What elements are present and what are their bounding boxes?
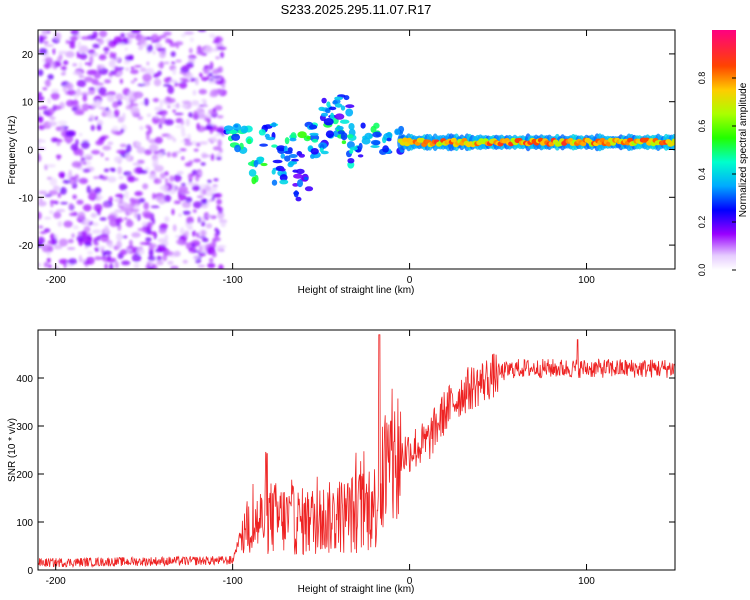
spectrogram-xtick-label: 100: [578, 275, 595, 286]
colorbar-tick-label: 0.0: [697, 264, 707, 277]
snr-series-line: [38, 334, 675, 568]
snr-xtick-label: -100: [223, 576, 243, 587]
snr-ytick-label: 400: [16, 374, 33, 385]
spectrogram-ytick-label: 20: [22, 50, 34, 61]
colorbar-ticks: 0.0 0.2 0.4 0.6 0.8: [697, 72, 736, 277]
colorbar-label: Normalized spectral amplitude: [738, 82, 749, 217]
colorbar-tick-label: 0.6: [697, 120, 707, 133]
spectrogram-ytick-label: 10: [22, 98, 34, 109]
spectrogram-ytick-label: -10: [19, 193, 34, 204]
snr-ytick-label: 200: [16, 470, 33, 481]
spectrogram-ytick-label: 0: [27, 146, 33, 157]
chart-title: S233.2025.295.11.07.R17: [281, 2, 432, 17]
snr-xtick-label: -200: [46, 576, 66, 587]
transition-blobs: [223, 94, 407, 202]
colorbar-bar: [712, 30, 736, 270]
snr-ytick-label: 100: [16, 518, 33, 529]
snr-frame: [37, 329, 676, 571]
noise-region: [38, 30, 228, 269]
snr-panel: -200 -100 0 100 0 100 200 300 400 Height of stra…: [7, 329, 676, 595]
snr-ylabel: SNR (10 * v/v): [7, 418, 18, 482]
spectrogram-content: [38, 30, 675, 269]
spectrogram-ytick-label: -20: [19, 241, 34, 252]
snr-xtick-label: 0: [407, 576, 413, 587]
steady-carrier: [397, 133, 675, 152]
colorbar-tick-label: 0.2: [697, 216, 707, 229]
colorbar-tick-label: 0.4: [697, 168, 707, 181]
spectrogram-xtick-label: -200: [46, 275, 66, 286]
snr-xtick-label: 100: [578, 576, 595, 587]
spectrogram-xtick-label: -100: [223, 275, 243, 286]
colorbar: 0.0 0.2 0.4 0.6 0.8 Normalized spectral ampl…: [697, 30, 749, 276]
spectrogram-ylabel: Frequency (Hz): [7, 116, 18, 185]
snr-xlabel: Height of straight line (km): [298, 584, 415, 595]
snr-ytick-label: 300: [16, 422, 33, 433]
snr-axes: -200 -100 0 100 0 100 200 300 400: [16, 330, 675, 587]
snr-ytick-label: 0: [27, 566, 33, 577]
colorbar-tick-label: 0.8: [697, 72, 707, 85]
spectrogram-xlabel: Height of straight line (km): [298, 285, 415, 296]
spectrogram-xtick-label: 0: [407, 275, 413, 286]
